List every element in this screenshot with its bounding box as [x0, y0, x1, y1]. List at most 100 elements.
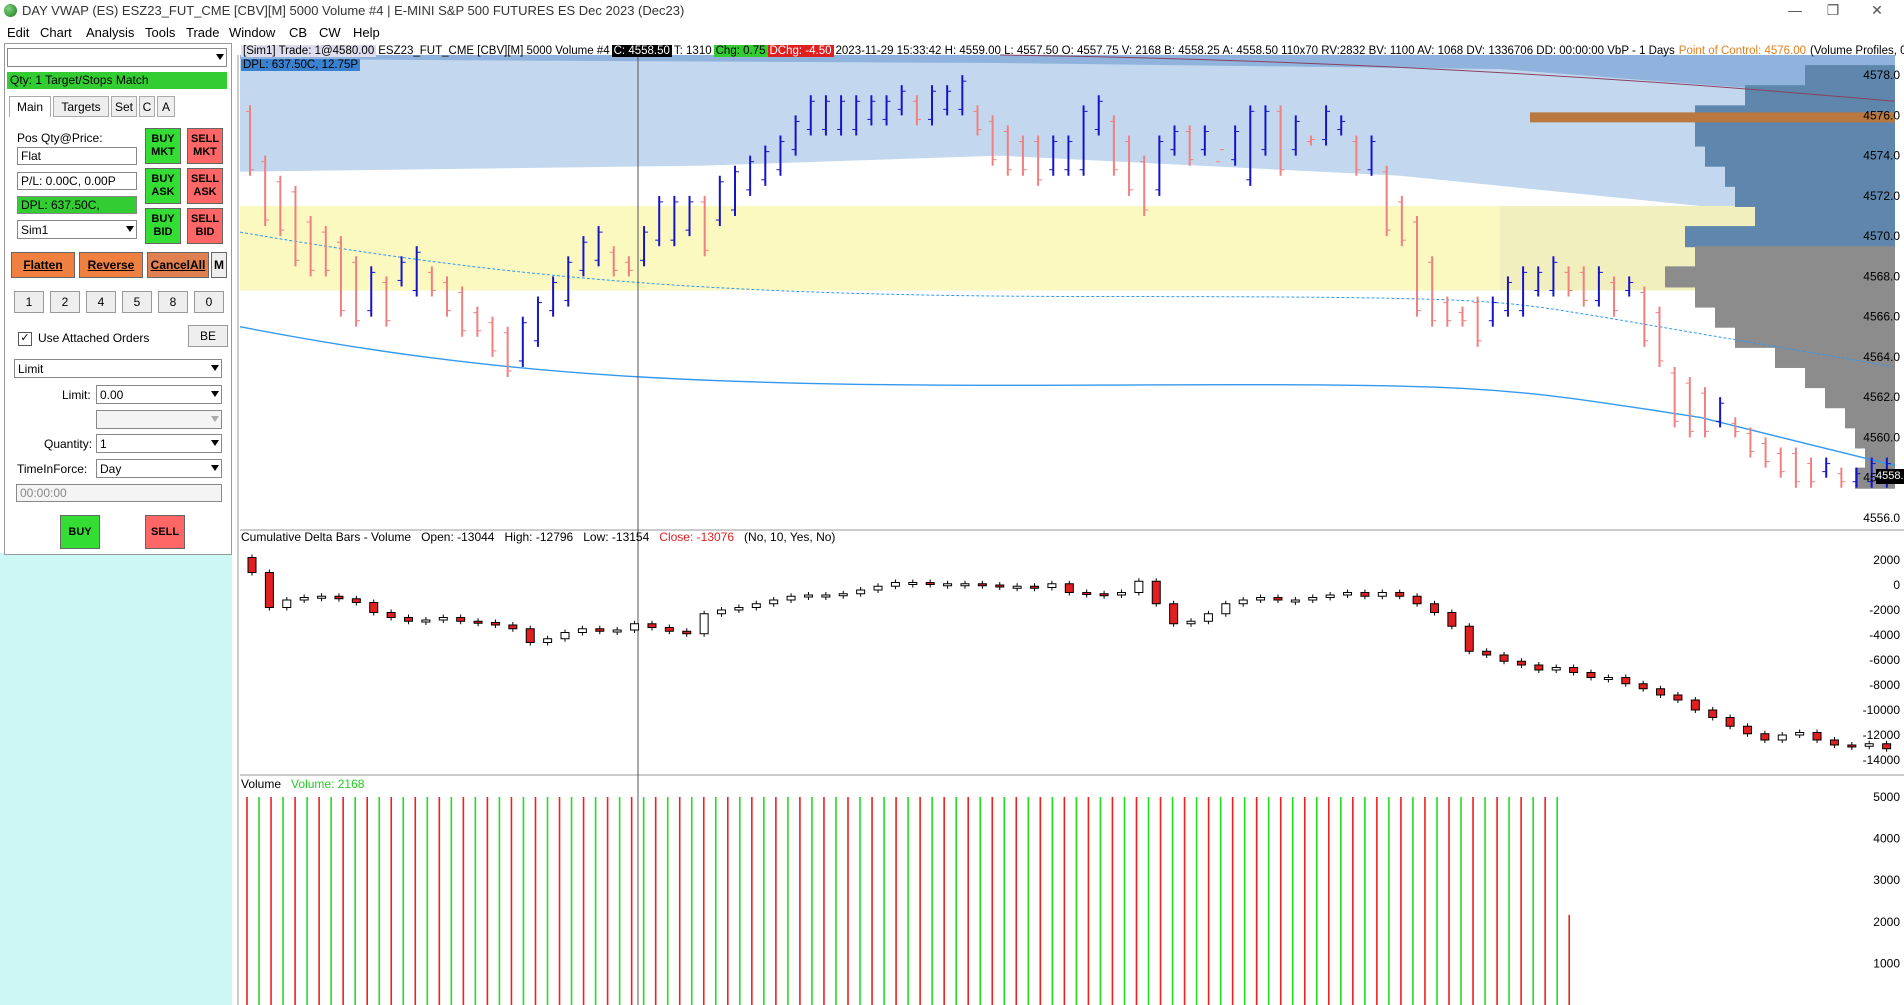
delta-candle — [1551, 667, 1561, 671]
delta-candle — [786, 595, 796, 601]
price-axis-label: 4578.0 — [1863, 68, 1900, 82]
m-button[interactable]: M — [211, 252, 227, 278]
delta-candle — [299, 597, 309, 601]
use-attached-checkbox[interactable]: ✓ — [18, 332, 32, 346]
delta-candle — [1012, 585, 1022, 589]
delta-candle — [943, 583, 953, 587]
delta-candle — [1690, 699, 1700, 711]
delta-candle — [1151, 580, 1161, 605]
price-axis-label: 4556.0 — [1863, 511, 1900, 525]
sell-ask-button[interactable]: SELL ASK — [187, 168, 223, 204]
volume-axis-label: 3000 — [1873, 873, 1900, 887]
restore-button[interactable]: ❐ — [1826, 2, 1840, 18]
menu-chart[interactable]: Chart — [40, 25, 72, 40]
qty-1-button[interactable]: 1 — [14, 291, 44, 313]
price-axis-label: 4572.0 — [1863, 189, 1900, 203]
be-button[interactable]: BE — [188, 325, 228, 347]
title-bar: DAY VWAP (ES) ESZ23_FUT_CME [CBV][M] 500… — [0, 0, 1904, 22]
qty-0-button[interactable]: 0 — [194, 291, 224, 313]
menu-bar: Edit Chart Analysis Tools Trade Window C… — [0, 22, 1904, 42]
value-area-upper — [240, 55, 1895, 212]
delta-candle — [386, 612, 396, 618]
menu-cb[interactable]: CB — [289, 25, 308, 40]
tab-a[interactable]: A — [157, 96, 175, 117]
menu-cw[interactable]: CW — [319, 25, 341, 40]
delta-candle — [977, 583, 987, 587]
account-select[interactable]: Sim1 — [17, 220, 137, 239]
reverse-button[interactable]: Reverse — [79, 252, 143, 278]
qty-2-button[interactable]: 2 — [50, 291, 80, 313]
delta-candle — [1534, 664, 1544, 671]
menu-help[interactable]: Help — [353, 25, 380, 40]
delta-candle — [1203, 613, 1213, 622]
delta-axis-label: 0 — [1893, 578, 1900, 592]
flatten-button[interactable]: Flatten — [11, 252, 75, 278]
buy-button[interactable]: BUY — [60, 515, 100, 549]
stop-input[interactable] — [96, 410, 222, 429]
tif-label: TimeInForce: — [17, 462, 88, 476]
delta-candle — [717, 609, 727, 615]
minimize-button[interactable]: — — [1788, 2, 1802, 18]
delta-candle — [1290, 599, 1300, 603]
menu-tools[interactable]: Tools — [145, 25, 176, 40]
quantity-input[interactable]: 1 — [96, 434, 222, 453]
volume-profile-bar — [1825, 387, 1895, 409]
last-price-text: C: 4558.50 — [611, 45, 672, 57]
cancel-all-button[interactable]: CancelAll — [147, 252, 209, 278]
menu-window[interactable]: Window — [229, 25, 276, 40]
volume-profile-bar — [1705, 145, 1895, 167]
buy-market-button[interactable]: BUY MKT — [145, 128, 181, 164]
volume-profile-bar — [1755, 205, 1895, 228]
delta-candle — [1308, 597, 1318, 601]
delta-candle — [1064, 583, 1074, 593]
order-type-select[interactable]: Limit — [14, 359, 222, 378]
sell-button[interactable]: SELL — [145, 515, 185, 549]
menu-analysis[interactable]: Analysis — [86, 25, 135, 40]
delta-candle — [1499, 654, 1509, 662]
delta-candle — [1760, 733, 1770, 741]
change-text: Chg: 0.75 — [713, 45, 768, 57]
qty-8-button[interactable]: 8 — [158, 291, 188, 313]
delta-candle — [1516, 660, 1526, 666]
account-combo[interactable] — [7, 48, 227, 67]
chart-info-bar: [Sim1] Trade: 1@4580.00 ESZ23_FUT_CME [CB… — [241, 45, 1904, 59]
buy-ask-button[interactable]: BUY ASK — [145, 168, 181, 204]
close-button[interactable]: ✕ — [1871, 2, 1883, 18]
delta-open: Open: -13044 — [421, 530, 495, 544]
price-axis-label: 4568.0 — [1863, 269, 1900, 283]
volume-profile-bar — [1715, 306, 1895, 328]
sell-bid-button[interactable]: SELL BID — [187, 208, 223, 244]
tab-set[interactable]: Set — [111, 96, 137, 117]
delta-candle — [1186, 620, 1196, 625]
volume-axis-label: 5000 — [1873, 790, 1900, 804]
tab-targets[interactable]: Targets — [53, 96, 109, 117]
delta-candle — [1429, 603, 1439, 613]
chevron-down-icon — [211, 391, 219, 397]
delta-candle — [1742, 725, 1752, 735]
qty-4-button[interactable]: 4 — [86, 291, 116, 313]
limit-label: Limit: — [62, 388, 91, 402]
dpl-value: DPL: 637.50C, — [17, 196, 137, 214]
tab-main[interactable]: Main — [9, 96, 51, 117]
menu-trade[interactable]: Trade — [186, 25, 220, 40]
delta-axis-label: -12000 — [1863, 728, 1901, 742]
tif-select[interactable]: Day — [96, 459, 222, 478]
app-logo-icon — [4, 4, 17, 17]
delta-candle — [699, 613, 709, 635]
delta-candle — [1134, 580, 1144, 593]
limit-input[interactable]: 0.00 — [96, 385, 222, 404]
delta-candle — [595, 628, 605, 632]
delta-candle — [1586, 672, 1596, 678]
target-match-label: Qty: 1 Target/Stops Match — [7, 72, 227, 89]
sell-market-button[interactable]: SELL MKT — [187, 128, 223, 164]
volume-profile-bar — [1695, 286, 1895, 308]
upper-band-line — [999, 54, 1896, 102]
buy-bid-button[interactable]: BUY BID — [145, 208, 181, 244]
menu-edit[interactable]: Edit — [7, 25, 30, 40]
time-input[interactable]: 00:00:00 — [16, 484, 222, 502]
delta-candle — [630, 623, 640, 631]
tab-c[interactable]: C — [139, 96, 155, 117]
delta-candle — [1221, 603, 1231, 615]
qty-5-button[interactable]: 5 — [122, 291, 152, 313]
